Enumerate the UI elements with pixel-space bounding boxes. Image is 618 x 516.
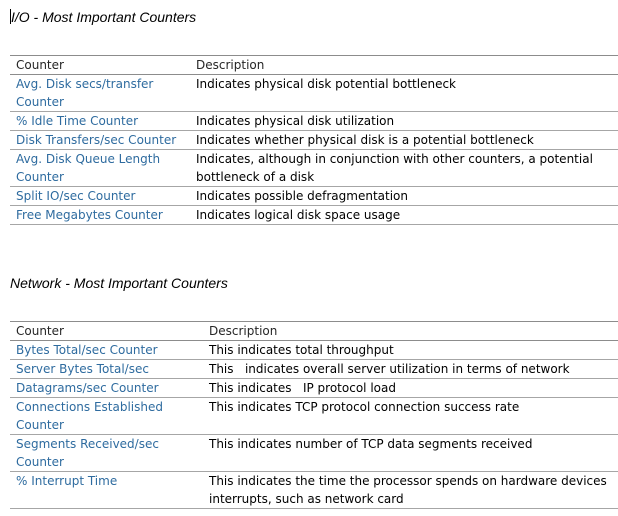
column-header-description: Description (190, 55, 618, 75)
counter-description: Indicates physical disk potential bottle… (190, 74, 618, 112)
counter-description: This indicates overall server utilizatio… (203, 359, 618, 379)
table-row: Split IO/sec Counter Indicates possible … (10, 186, 618, 206)
table-row: Free Megabytes Counter Indicates logical… (10, 205, 618, 225)
counter-name: Avg. Disk secs/transfer Counter (10, 74, 190, 112)
table-row: Connections Established Counter This ind… (10, 397, 618, 435)
text-cursor (10, 9, 11, 24)
counter-description: This indicates total throughput (203, 340, 618, 360)
counter-name: Server Bytes Total/sec (10, 359, 203, 379)
table-row: Datagrams/sec Counter This indicates IP … (10, 378, 618, 398)
table-row: % Idle Time Counter Indicates physical d… (10, 111, 618, 131)
column-header-counter: Counter (10, 55, 190, 75)
counter-name: % Idle Time Counter (10, 111, 190, 131)
table-row: Avg. Disk Queue Length Counter Indicates… (10, 149, 618, 187)
counter-description: Indicates logical disk space usage (190, 205, 618, 225)
counter-name: Free Megabytes Counter (10, 205, 190, 225)
network-counters-table: Counter Description Bytes Total/sec Coun… (10, 321, 618, 509)
counter-description: Indicates, although in conjunction with … (190, 149, 618, 187)
counter-description: This indicates TCP protocol connection s… (203, 397, 618, 435)
counter-description: Indicates possible defragmentation (190, 186, 618, 206)
table-row: Segments Received/sec Counter This indic… (10, 434, 618, 472)
counter-name: % Interrupt Time (10, 471, 203, 509)
table-row: % Interrupt Time This indicates the time… (10, 471, 618, 509)
table-row: Avg. Disk secs/transfer Counter Indicate… (10, 74, 618, 112)
counter-description: This indicates the time the processor sp… (203, 471, 618, 509)
io-section-title: I/O - Most Important Counters (10, 9, 197, 25)
counter-description: Indicates whether physical disk is a pot… (190, 130, 618, 150)
counter-description: This indicates number of TCP data segmen… (203, 434, 618, 472)
table-row: Disk Transfers/sec Counter Indicates whe… (10, 130, 618, 150)
table-row: Bytes Total/sec Counter This indicates t… (10, 340, 618, 360)
counter-description: This indicates IP protocol load (203, 378, 618, 398)
counter-name: Bytes Total/sec Counter (10, 340, 203, 360)
column-header-description: Description (203, 321, 618, 341)
counter-description: Indicates physical disk utilization (190, 111, 618, 131)
counter-name: Datagrams/sec Counter (10, 378, 203, 398)
counter-name: Split IO/sec Counter (10, 186, 190, 206)
io-counters-table: Counter Description Avg. Disk secs/trans… (10, 55, 618, 225)
counter-name: Segments Received/sec Counter (10, 434, 203, 472)
network-section-title: Network - Most Important Counters (10, 275, 228, 291)
counter-name: Connections Established Counter (10, 397, 203, 435)
counter-name: Avg. Disk Queue Length Counter (10, 149, 190, 187)
table-row: Server Bytes Total/sec This indicates ov… (10, 359, 618, 379)
counter-name: Disk Transfers/sec Counter (10, 130, 190, 150)
column-header-counter: Counter (10, 321, 203, 341)
table-header-row: Counter Description (10, 321, 618, 341)
table-header-row: Counter Description (10, 55, 618, 75)
